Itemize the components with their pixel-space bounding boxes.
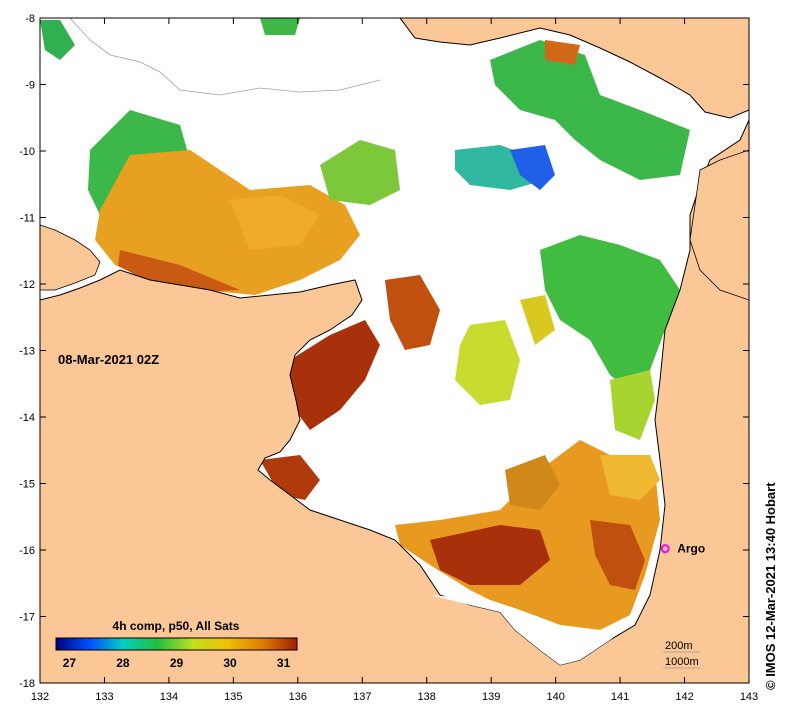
depth-contour-legend: 200m 1000m — [663, 640, 700, 669]
lat-tick-label: -15 — [19, 479, 35, 491]
lon-tick-label: 140 — [546, 691, 564, 703]
lat-tick-label: -8 — [25, 13, 35, 25]
imos-credit: © IMOS 12-Mar-2021 13:40 Hobart — [763, 482, 778, 690]
lat-tick-label: -17 — [19, 612, 35, 624]
argo-float-icon — [660, 544, 670, 554]
lon-tick-label: 137 — [353, 691, 371, 703]
contour-1000m-label: 1000m — [665, 656, 699, 668]
lon-tick-label: 139 — [482, 691, 500, 703]
lon-tick-label: 136 — [289, 691, 307, 703]
legend-title: 4h comp, p50, All Sats — [113, 619, 240, 633]
lon-tick-label: 142 — [675, 691, 693, 703]
lat-tick-label: -18 — [19, 678, 35, 690]
contour-200m-label: 200m — [665, 640, 693, 652]
legend-tick-label: 27 — [63, 656, 77, 670]
lat-tick-label: -10 — [19, 146, 35, 158]
colorbar — [55, 637, 298, 651]
argo-marker: Argo — [660, 542, 705, 556]
legend-tick-label: 28 — [116, 656, 130, 670]
lat-tick-label: -16 — [19, 545, 35, 557]
legend-tick-label: 31 — [277, 656, 291, 670]
legend-tick-label: 29 — [170, 656, 184, 670]
sst-data-layer — [40, 18, 690, 630]
lat-tick-label: -14 — [19, 412, 35, 424]
lon-tick-label: 141 — [611, 691, 629, 703]
longitude-axis: 132 133 134 135 136 137 138 139 140 141 142 143 — [31, 18, 758, 703]
lat-tick-label: -13 — [19, 346, 35, 358]
lon-tick-label: 134 — [160, 691, 178, 703]
lon-tick-label: 143 — [740, 691, 758, 703]
lat-tick-label: -9 — [25, 80, 35, 92]
lat-tick-label: -11 — [20, 213, 35, 225]
river-line — [69, 18, 381, 96]
colorbar-legend: 4h comp, p50, All Sats 27 28 29 30 31 — [55, 619, 298, 670]
lon-tick-label: 135 — [224, 691, 242, 703]
argo-label: Argo — [677, 542, 705, 556]
latitude-axis: -8 -9 -10 -11 -12 -13 -14 -15 -16 -17 -18 — [19, 13, 749, 690]
legend-tick-label: 30 — [223, 656, 237, 670]
lon-tick-label: 138 — [418, 691, 436, 703]
lat-tick-label: -12 — [19, 279, 35, 291]
land-layer — [40, 18, 749, 683]
lon-tick-label: 132 — [31, 691, 49, 703]
lon-tick-label: 133 — [95, 691, 113, 703]
timestamp-label: 08-Mar-2021 02Z — [58, 352, 159, 367]
